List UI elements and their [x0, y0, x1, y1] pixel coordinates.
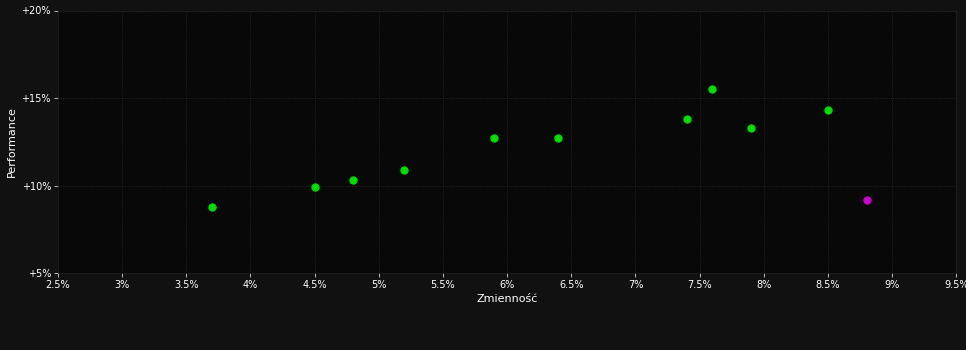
- Point: [204, 204, 219, 209]
- Point: [551, 135, 566, 141]
- Point: [859, 197, 874, 202]
- Point: [487, 135, 502, 141]
- Point: [743, 125, 758, 131]
- Point: [397, 167, 412, 173]
- Point: [679, 116, 695, 122]
- Point: [307, 184, 323, 190]
- Point: [820, 107, 836, 113]
- X-axis label: Zmienność: Zmienność: [476, 294, 538, 304]
- Y-axis label: Performance: Performance: [8, 106, 17, 177]
- Point: [346, 177, 361, 183]
- Point: [705, 86, 721, 92]
